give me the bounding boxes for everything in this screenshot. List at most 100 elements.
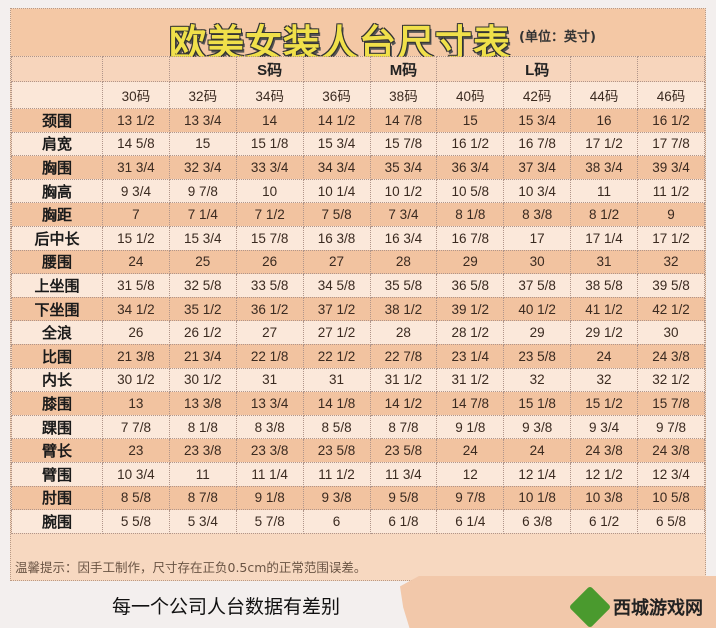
measurement-cell: 36 5/8 bbox=[436, 273, 505, 298]
group-header-cell: S码 bbox=[235, 56, 304, 82]
measurement-cell: 39 5/8 bbox=[637, 273, 705, 298]
row-label: 胸高 bbox=[11, 178, 103, 204]
measurement-cell: 9 7/8 bbox=[637, 414, 705, 440]
measurement-cell: 14 7/8 bbox=[369, 108, 438, 133]
measurement-cell: 10 3/4 bbox=[102, 461, 170, 487]
table-row: 上坐围 31 5/8 32 5/8 33 5/8 34 5/8 35 5/8 36 5/8 3… bbox=[11, 273, 705, 298]
group-header-cell bbox=[302, 56, 371, 82]
measurement-cell: 40 1/2 bbox=[503, 296, 572, 322]
table-row: 胸高 9 3/4 9 7/8 10 10 1/4 10 1/2 10 5/8 10 3/4 11… bbox=[11, 178, 705, 204]
measurement-cell: 15 1/2 bbox=[102, 225, 170, 251]
measurement-cell: 8 5/8 bbox=[302, 414, 371, 440]
row-label: 腕围 bbox=[11, 509, 103, 534]
measurement-cell: 14 1/8 bbox=[302, 391, 371, 416]
measurement-cell: 26 1/2 bbox=[168, 320, 237, 345]
measurement-cell: 16 3/4 bbox=[369, 225, 438, 251]
group-header-cell bbox=[570, 56, 638, 82]
row-label: 颈围 bbox=[11, 108, 103, 133]
measurement-cell: 41 1/2 bbox=[570, 296, 638, 322]
measurement-cell: 33 3/4 bbox=[235, 155, 304, 180]
measurement-cell: 17 1/2 bbox=[570, 131, 638, 157]
measurement-cell: 39 3/4 bbox=[637, 155, 705, 180]
measurement-cell: 13 3/8 bbox=[168, 391, 237, 416]
measurement-cell: 7 1/4 bbox=[168, 202, 237, 227]
measurement-cell: 23 bbox=[102, 438, 170, 463]
measurement-cell: 17 1/4 bbox=[570, 225, 638, 251]
measurement-cell: 8 5/8 bbox=[102, 485, 170, 511]
measurement-cell: 5 3/4 bbox=[168, 509, 237, 534]
measurement-cell: 15 1/8 bbox=[503, 391, 572, 416]
measurement-cell: 23 3/8 bbox=[168, 438, 237, 463]
table-row: 腰围 24 25 26 27 28 29 30 31 32 bbox=[11, 249, 705, 275]
measurement-cell: 31 5/8 bbox=[102, 273, 170, 298]
measurement-cell: 14 5/8 bbox=[102, 131, 170, 157]
measurement-cell: 24 bbox=[436, 438, 505, 463]
measurement-cell: 7 7/8 bbox=[102, 414, 170, 440]
measurement-cell: 36 3/4 bbox=[436, 155, 505, 180]
measurement-cell: 9 5/8 bbox=[369, 485, 438, 511]
measurement-cell: 8 1/8 bbox=[436, 202, 505, 227]
measurement-cell: 28 1/2 bbox=[436, 320, 505, 345]
measurement-cell: 29 1/2 bbox=[570, 320, 638, 345]
measurement-cell: 16 1/2 bbox=[436, 131, 505, 157]
row-label: 臂长 bbox=[11, 438, 103, 463]
measurement-cell: 31 1/2 bbox=[369, 367, 438, 393]
measurement-cell: 12 3/4 bbox=[637, 461, 705, 487]
size-header-cell: 36码 bbox=[302, 81, 371, 109]
measurement-cell: 24 3/8 bbox=[637, 438, 705, 463]
size-header-row: 30码 32码 34码 36码 38码 40码 42码 44码 46码 bbox=[11, 81, 705, 109]
measurement-cell: 15 3/4 bbox=[168, 225, 237, 251]
measurement-cell: 13 bbox=[102, 391, 170, 416]
measurement-cell: 6 1/4 bbox=[436, 509, 505, 534]
size-header-cell: 44码 bbox=[570, 81, 638, 109]
measurement-cell: 9 7/8 bbox=[436, 485, 505, 511]
table-row: 后中长 15 1/2 15 3/4 15 7/8 16 3/8 16 3/4 16 7/8 1… bbox=[11, 225, 705, 251]
measurement-cell: 23 5/8 bbox=[369, 438, 438, 463]
measurement-cell: 11 1/2 bbox=[637, 178, 705, 204]
measurement-cell: 34 3/4 bbox=[302, 155, 371, 180]
measurement-cell: 9 3/4 bbox=[102, 178, 170, 204]
measurement-cell: 16 3/8 bbox=[302, 225, 371, 251]
table-row: 胸距 7 7 1/4 7 1/2 7 5/8 7 3/4 8 1/8 8 3/8 8 1/2 9 bbox=[11, 202, 705, 227]
measurement-cell: 6 3/8 bbox=[503, 509, 572, 534]
measurement-cell: 30 1/2 bbox=[168, 367, 237, 393]
measurement-cell: 29 bbox=[436, 249, 505, 275]
measurement-cell: 12 1/4 bbox=[503, 461, 572, 487]
measurement-cell: 22 1/2 bbox=[302, 343, 371, 369]
row-label: 胸围 bbox=[11, 155, 103, 180]
measurement-cell: 17 1/2 bbox=[637, 225, 705, 251]
measurement-cell: 24 3/8 bbox=[637, 343, 705, 369]
measurement-cell: 9 3/8 bbox=[302, 485, 371, 511]
measurement-cell: 30 bbox=[503, 249, 572, 275]
measurement-cell: 26 bbox=[235, 249, 304, 275]
row-label: 肩宽 bbox=[11, 131, 103, 157]
measurement-cell: 16 bbox=[570, 108, 638, 133]
measurement-cell: 24 3/8 bbox=[570, 438, 638, 463]
table-row: 胸围 31 3/4 32 3/4 33 3/4 34 3/4 35 3/4 36 3/4 37… bbox=[11, 155, 705, 180]
measurement-cell: 8 3/8 bbox=[503, 202, 572, 227]
watermark-logo: 西城游戏网 bbox=[568, 585, 703, 628]
table-row: 全浪 26 26 1/2 27 27 1/2 28 28 1/2 29 29 1/2 30 bbox=[11, 320, 705, 345]
table-row: 比围 21 3/8 21 3/4 22 1/8 22 1/2 22 7/8 23 1/4 23… bbox=[11, 343, 705, 369]
size-header-cell: 38码 bbox=[369, 81, 438, 109]
size-header-cell: 32码 bbox=[168, 81, 237, 109]
measurement-cell: 15 1/8 bbox=[235, 131, 304, 157]
measurement-cell: 9 3/4 bbox=[570, 414, 638, 440]
measurement-cell: 6 1/2 bbox=[570, 509, 638, 534]
measurement-cell: 42 1/2 bbox=[637, 296, 705, 322]
measurement-cell: 10 5/8 bbox=[637, 485, 705, 511]
unit-label: (单位：英寸) bbox=[519, 30, 596, 45]
note-text: 温馨提示：因手工制作，尺寸存在正负0.5cm的正常范围误差。 bbox=[15, 560, 367, 575]
measurement-cell: 10 3/4 bbox=[503, 178, 572, 204]
measurement-cell: 37 5/8 bbox=[503, 273, 572, 298]
measurement-cell: 6 5/8 bbox=[637, 509, 705, 534]
row-label: 腰围 bbox=[11, 249, 103, 275]
measurement-cell: 6 bbox=[302, 509, 371, 534]
row-label: 比围 bbox=[11, 343, 103, 369]
measurement-cell: 15 7/8 bbox=[637, 391, 705, 416]
measurement-cell: 13 1/2 bbox=[102, 108, 170, 133]
row-label: 膝围 bbox=[11, 391, 103, 416]
measurement-cell: 39 1/2 bbox=[436, 296, 505, 322]
measurement-cell: 23 3/8 bbox=[235, 438, 304, 463]
measurement-cell: 9 3/8 bbox=[503, 414, 572, 440]
